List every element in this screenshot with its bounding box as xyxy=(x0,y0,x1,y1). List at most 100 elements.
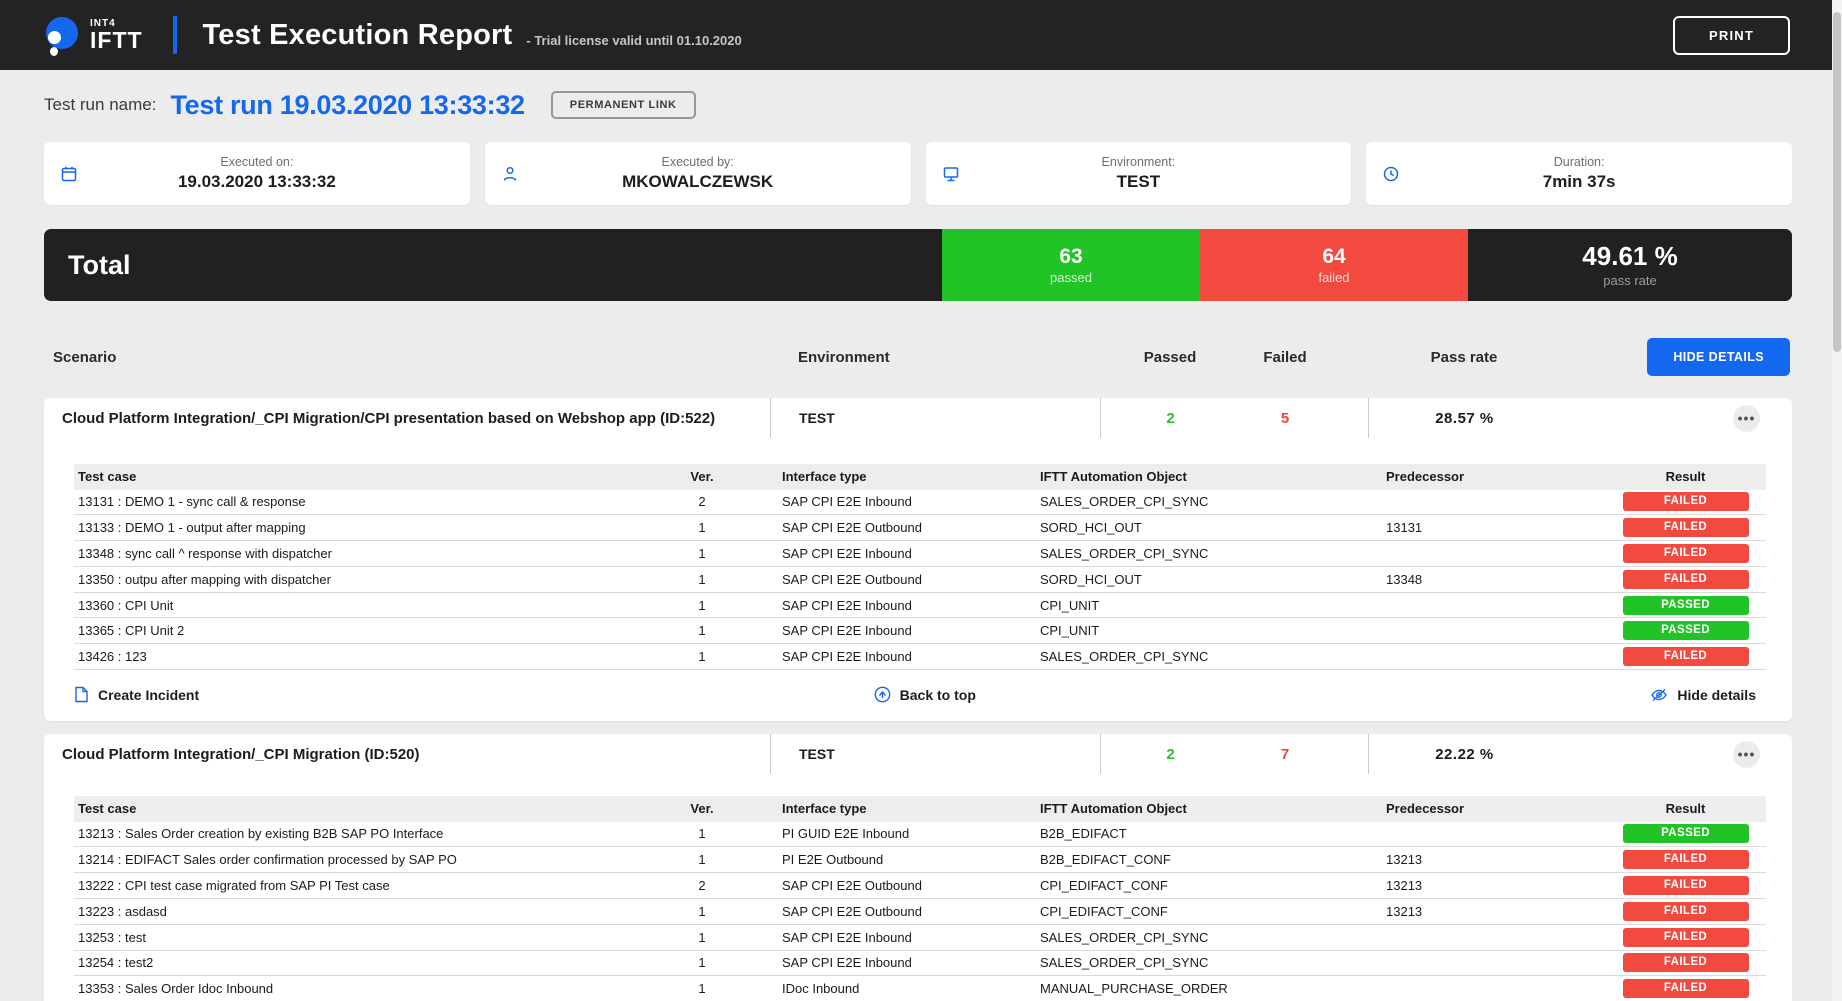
col-interface-type: Interface type xyxy=(740,469,1040,484)
test-case-cell: 13213 : Sales Order creation by existing… xyxy=(74,826,664,841)
total-failed-label: failed xyxy=(1318,270,1349,285)
test-case-cell: 13223 : asdasd xyxy=(74,904,664,919)
environment-card: Environment: TEST xyxy=(926,142,1352,205)
scenario-passed-count: 2 xyxy=(1100,734,1240,774)
ver-cell: 1 xyxy=(664,520,740,535)
hide-details-link[interactable]: Hide details xyxy=(1650,687,1756,703)
interface-type-cell: SAP CPI E2E Outbound xyxy=(740,520,1040,535)
scrollbar-thumb[interactable] xyxy=(1833,12,1841,352)
card-value: 19.03.2020 13:33:32 xyxy=(178,172,336,192)
table-row: 13365 : CPI Unit 2 1 SAP CPI E2E Inbound… xyxy=(74,618,1766,644)
scenario-summary-row: Cloud Platform Integration/_CPI Migratio… xyxy=(44,398,1792,438)
ver-cell: 1 xyxy=(664,598,740,613)
col-test-case: Test case xyxy=(74,469,664,484)
test-case-rows: 13131 : DEMO 1 - sync call & response 2 … xyxy=(74,490,1766,671)
table-row: 13133 : DEMO 1 - output after mapping 1 … xyxy=(74,515,1766,541)
scenario-pass-rate: 22.22 % xyxy=(1368,734,1560,774)
automation-object-cell: SALES_ORDER_CPI_SYNC xyxy=(1040,649,1380,664)
scenario-name: Cloud Platform Integration/_CPI Migratio… xyxy=(44,734,770,774)
table-row: 13214 : EDIFACT Sales order confirmation… xyxy=(74,847,1766,873)
col-result: Result xyxy=(1605,801,1766,816)
table-row: 13350 : outpu after mapping with dispatc… xyxy=(74,567,1766,593)
table-row: 13131 : DEMO 1 - sync call & response 2 … xyxy=(74,490,1766,516)
card-label: Executed by: xyxy=(661,155,733,169)
test-case-cell: 13214 : EDIFACT Sales order confirmation… xyxy=(74,852,664,867)
automation-object-cell: B2B_EDIFACT_CONF xyxy=(1040,852,1380,867)
test-case-table: Test case Ver. Interface type IFTT Autom… xyxy=(74,464,1766,670)
more-options-button[interactable]: ••• xyxy=(1733,405,1760,432)
interface-type-cell: PI GUID E2E Inbound xyxy=(740,826,1040,841)
total-failed-count: 64 xyxy=(1322,245,1345,268)
more-options-button[interactable]: ••• xyxy=(1733,741,1760,768)
test-case-table-header: Test case Ver. Interface type IFTT Autom… xyxy=(74,796,1766,822)
permanent-link-button[interactable]: PERMANENT LINK xyxy=(551,91,696,119)
page-title: Test Execution Report xyxy=(203,19,513,52)
result-badge: FAILED xyxy=(1623,492,1749,511)
interface-type-cell: SAP CPI E2E Inbound xyxy=(740,598,1040,613)
col-automation-object: IFTT Automation Object xyxy=(1040,801,1380,816)
header-divider xyxy=(173,16,177,54)
scenario-card-522: Cloud Platform Integration/_CPI Migratio… xyxy=(44,398,1792,721)
total-pass-rate-block: 49.61 % pass rate xyxy=(1468,229,1792,301)
table-row: 13223 : asdasd 1 SAP CPI E2E Outbound CP… xyxy=(74,899,1766,925)
table-row: 13426 : 123 1 SAP CPI E2E Inbound SALES_… xyxy=(74,644,1766,670)
col-automation-object: IFTT Automation Object xyxy=(1040,469,1380,484)
interface-type-cell: IDoc Inbound xyxy=(740,981,1040,996)
col-ver: Ver. xyxy=(664,801,740,816)
interface-type-cell: SAP CPI E2E Outbound xyxy=(740,904,1040,919)
result-badge: FAILED xyxy=(1623,953,1749,972)
arrow-up-circle-icon xyxy=(874,686,891,703)
table-row: 13222 : CPI test case migrated from SAP … xyxy=(74,873,1766,899)
predecessor-cell: 13131 xyxy=(1380,520,1605,535)
scenario-environment: TEST xyxy=(770,734,1100,774)
automation-object-cell: MANUAL_PURCHASE_ORDER xyxy=(1040,981,1380,996)
result-badge: PASSED xyxy=(1623,596,1749,615)
interface-type-cell: SAP CPI E2E Outbound xyxy=(740,572,1040,587)
column-pass-rate: Pass rate xyxy=(1368,349,1560,366)
test-case-cell: 13222 : CPI test case migrated from SAP … xyxy=(74,878,664,893)
total-label: Total xyxy=(44,229,942,301)
card-label: Duration: xyxy=(1554,155,1605,169)
clock-icon xyxy=(1382,165,1400,183)
result-badge: FAILED xyxy=(1623,647,1749,666)
col-interface-type: Interface type xyxy=(740,801,1040,816)
scenario-footer: Create Incident Back to top Hide details xyxy=(44,670,1792,711)
calendar-icon xyxy=(60,165,78,183)
create-incident-link[interactable]: Create Incident xyxy=(74,686,199,703)
result-badge: FAILED xyxy=(1623,570,1749,589)
monitor-icon xyxy=(942,165,960,183)
ver-cell: 1 xyxy=(664,572,740,587)
card-label: Environment: xyxy=(1102,155,1176,169)
total-failed-block: 64 failed xyxy=(1200,229,1468,301)
total-pass-rate: 49.61 % xyxy=(1582,242,1677,271)
test-case-cell: 13348 : sync call ^ response with dispat… xyxy=(74,546,664,561)
interface-type-cell: PI E2E Outbound xyxy=(740,852,1040,867)
ver-cell: 1 xyxy=(664,649,740,664)
column-passed: Passed xyxy=(1100,349,1240,366)
ver-cell: 2 xyxy=(664,494,740,509)
col-predecessor: Predecessor xyxy=(1380,801,1605,816)
table-row: 13360 : CPI Unit 1 SAP CPI E2E Inbound C… xyxy=(74,593,1766,619)
table-row: 13254 : test2 1 SAP CPI E2E Inbound SALE… xyxy=(74,951,1766,977)
hide-details-button[interactable]: HIDE DETAILS xyxy=(1647,338,1790,376)
scenario-failed-count: 5 xyxy=(1240,398,1330,438)
print-button[interactable]: PRINT xyxy=(1673,16,1790,55)
interface-type-cell: SAP CPI E2E Outbound xyxy=(740,878,1040,893)
back-to-top-link[interactable]: Back to top xyxy=(874,686,976,703)
automation-object-cell: SORD_HCI_OUT xyxy=(1040,520,1380,535)
automation-object-cell: B2B_EDIFACT xyxy=(1040,826,1380,841)
app-header: INT4 IFTT Test Execution Report - Trial … xyxy=(0,0,1842,70)
scenario-pass-rate: 28.57 % xyxy=(1368,398,1560,438)
automation-object-cell: SALES_ORDER_CPI_SYNC xyxy=(1040,546,1380,561)
col-predecessor: Predecessor xyxy=(1380,469,1605,484)
test-case-cell: 13350 : outpu after mapping with dispatc… xyxy=(74,572,664,587)
result-badge: FAILED xyxy=(1623,850,1749,869)
ver-cell: 1 xyxy=(664,826,740,841)
scrollbar-track[interactable] xyxy=(1832,0,1842,1001)
predecessor-cell: 13348 xyxy=(1380,572,1605,587)
details-column-header: Scenario Environment Passed Failed Pass … xyxy=(44,337,1792,377)
interface-type-cell: SAP CPI E2E Inbound xyxy=(740,623,1040,638)
column-environment: Environment xyxy=(770,349,1100,366)
total-passed-label: passed xyxy=(1050,270,1092,285)
col-result: Result xyxy=(1605,469,1766,484)
